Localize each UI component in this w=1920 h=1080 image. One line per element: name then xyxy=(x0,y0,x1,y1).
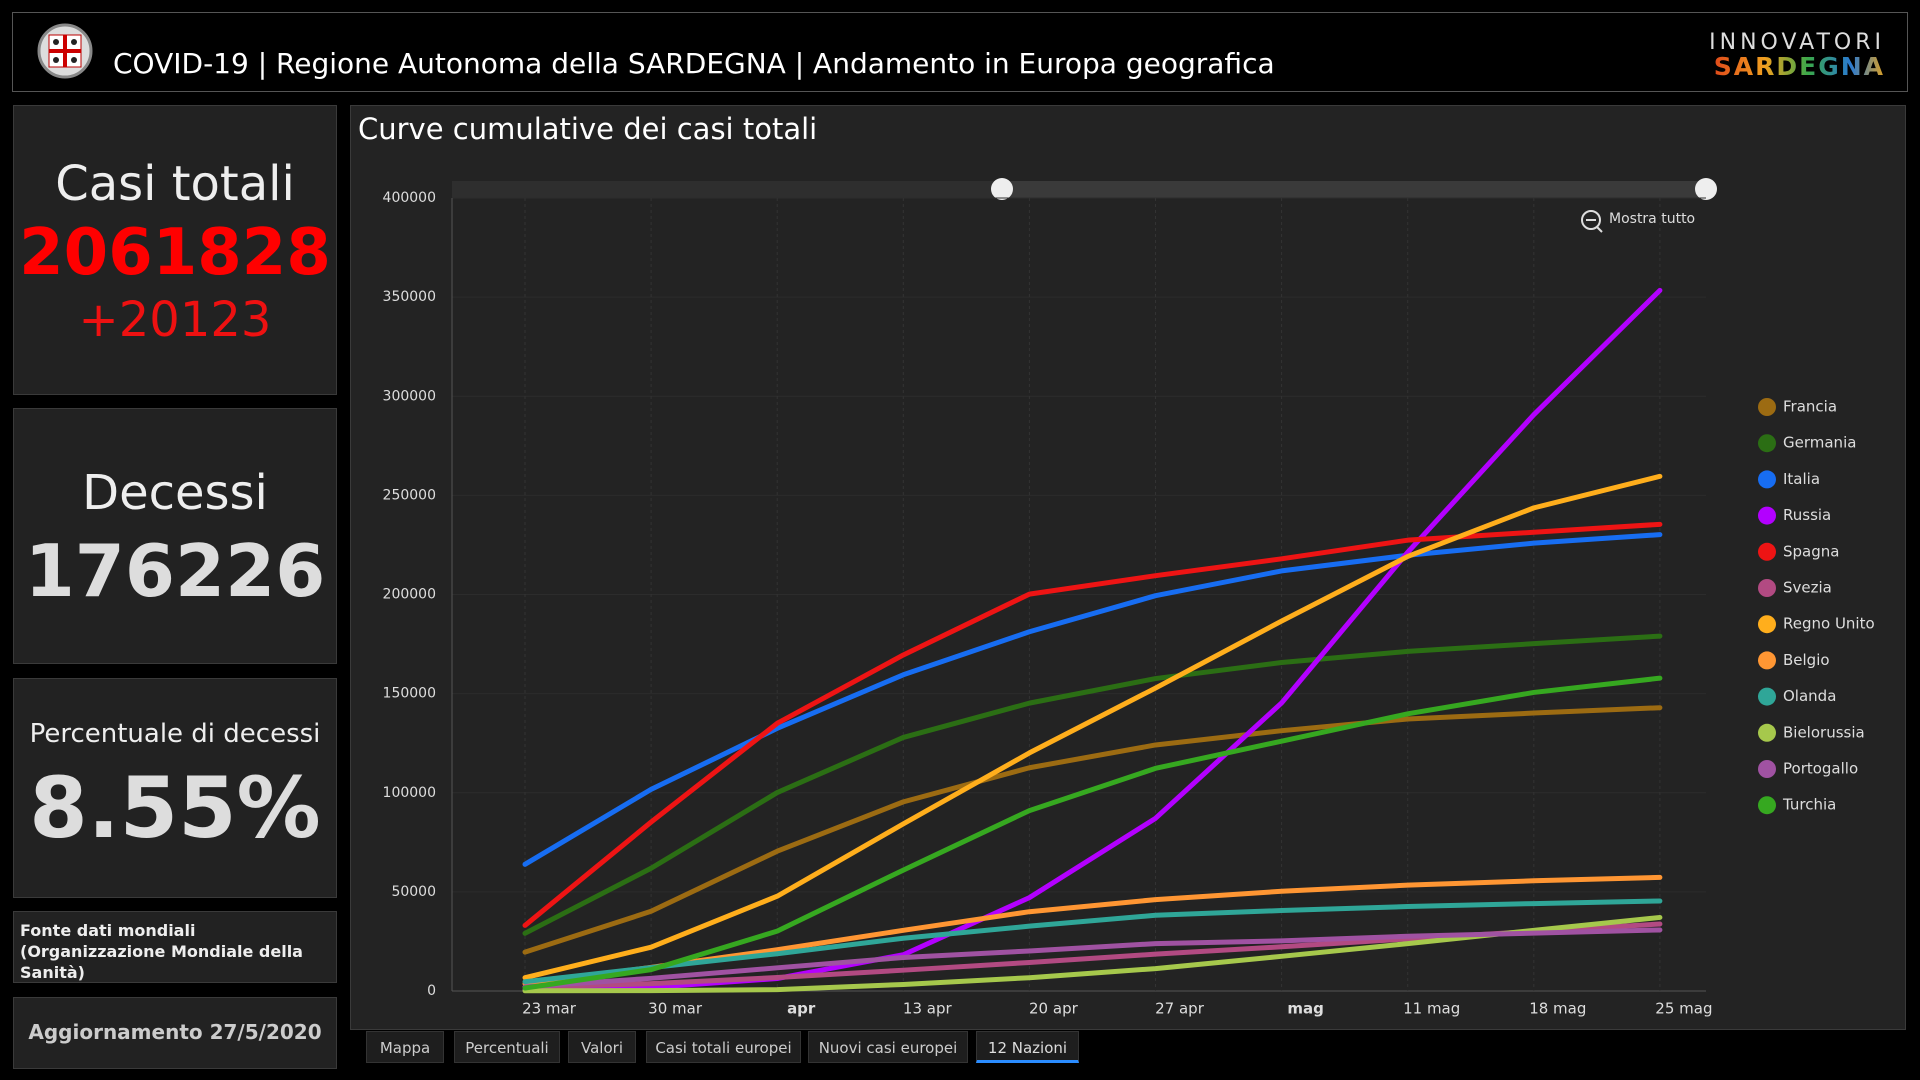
chart-title: Curve cumulative dei casi totali xyxy=(358,112,817,146)
x-tick-label: mag xyxy=(1287,1000,1324,1018)
x-tick-label: 20 apr xyxy=(1029,1000,1079,1018)
tab[interactable]: Percentuali xyxy=(454,1031,560,1063)
x-tick-label: 25 mag xyxy=(1655,1000,1712,1018)
series-line xyxy=(522,633,1663,936)
cases-change: +20123 xyxy=(78,292,272,348)
series-line xyxy=(522,521,1663,928)
x-tick-label: 30 mar xyxy=(648,1000,703,1018)
source-panel: Fonte dati mondiali (Organizzazione Mond… xyxy=(13,911,337,983)
legend-label: Belgio xyxy=(1783,651,1830,669)
deaths-panel: Decessi 176226 xyxy=(13,408,337,664)
y-tick-label: 100000 xyxy=(383,785,436,801)
cases-panel: Casi totali 2061828 +20123 xyxy=(13,105,337,395)
y-tick-label: 350000 xyxy=(383,289,436,305)
legend-marker xyxy=(1758,579,1776,597)
death-rate-value: 8.55% xyxy=(29,759,321,857)
logo-line1: INNOVATORI xyxy=(1709,30,1885,55)
series-line xyxy=(522,287,1663,993)
legend-label: Bielorussia xyxy=(1783,723,1865,741)
x-tick-label: 13 apr xyxy=(903,1000,953,1018)
tab[interactable]: Nuovi casi europei xyxy=(808,1031,968,1063)
series-line xyxy=(522,898,1663,985)
header-title: COVID-19 | Regione Autonoma della SARDEG… xyxy=(113,47,1275,80)
source-text: Fonte dati mondiali (Organizzazione Mond… xyxy=(20,921,303,982)
y-tick-label: 50000 xyxy=(391,884,436,900)
zoom-out-label[interactable]: Mostra tutto xyxy=(1609,211,1695,227)
legend-label: Svezia xyxy=(1783,579,1832,597)
death-rate-panel: Percentuale di decessi 8.55% xyxy=(13,678,337,898)
x-tick-label: apr xyxy=(787,1000,816,1018)
legend-label: Russia xyxy=(1783,506,1831,524)
x-tick-label: 18 mag xyxy=(1529,1000,1586,1018)
series-line xyxy=(522,705,1663,955)
legend-label: Regno Unito xyxy=(1783,615,1875,633)
legend-label: Turchia xyxy=(1782,796,1836,814)
y-tick-label: 0 xyxy=(427,983,436,999)
tab[interactable]: 12 Nazioni xyxy=(976,1031,1079,1063)
deaths-label: Decessi xyxy=(82,465,268,521)
y-tick-label: 150000 xyxy=(383,686,436,702)
tab[interactable]: Casi totali europei xyxy=(646,1031,801,1063)
scrollbar-handle[interactable] xyxy=(991,178,1013,200)
legend-label: Germania xyxy=(1783,434,1856,452)
x-tick-label: 23 mar xyxy=(522,1000,577,1018)
zoom-out-button[interactable]: Mostra tutto xyxy=(1581,210,1695,233)
scrollbar-handle[interactable] xyxy=(1695,178,1717,200)
legend-marker xyxy=(1758,615,1776,634)
legend-marker xyxy=(1758,687,1776,706)
series-line xyxy=(522,473,1663,981)
legend-marker xyxy=(1758,434,1776,453)
legend-label: Olanda xyxy=(1783,687,1836,705)
legend-marker xyxy=(1758,796,1776,815)
region-crest xyxy=(37,23,93,79)
y-tick-label: 300000 xyxy=(383,388,436,404)
cases-label: Casi totali xyxy=(55,156,295,212)
x-tick-label: 27 apr xyxy=(1155,1000,1205,1018)
scrollbar-thumb[interactable] xyxy=(1002,181,1706,198)
series-line xyxy=(522,532,1663,867)
series-line xyxy=(522,675,1663,991)
legend-label: Spagna xyxy=(1783,542,1839,560)
legend-marker xyxy=(1758,651,1776,670)
y-tick-label: 200000 xyxy=(383,587,436,603)
deaths-value: 176226 xyxy=(24,529,326,613)
legend-marker xyxy=(1758,506,1776,525)
update-panel: Aggiornamento 27/5/2020 xyxy=(13,997,337,1069)
y-tick-label: 400000 xyxy=(383,190,436,206)
legend-label: Portogallo xyxy=(1783,760,1858,778)
tab[interactable]: Valori xyxy=(568,1031,636,1063)
series-line xyxy=(522,927,1663,990)
legend-marker xyxy=(1758,760,1776,778)
header: COVID-19 | Regione Autonoma della SARDEG… xyxy=(12,12,1908,92)
logo-line2: SARDEGNA xyxy=(1714,52,1885,81)
legend-marker xyxy=(1758,542,1776,561)
legend-label: Francia xyxy=(1783,398,1837,416)
cases-value: 2061828 xyxy=(19,216,331,290)
legend-marker xyxy=(1758,470,1776,489)
tab[interactable]: Mappa xyxy=(366,1031,444,1063)
legend-marker xyxy=(1758,398,1776,416)
x-tick-label: 11 mag xyxy=(1403,1000,1460,1018)
logo: INNOVATORI SARDEGNA xyxy=(1709,30,1885,81)
death-rate-label: Percentuale di decessi xyxy=(29,719,321,749)
update-text: Aggiornamento 27/5/2020 xyxy=(28,1020,322,1044)
legend-label: Italia xyxy=(1783,470,1820,488)
legend-marker xyxy=(1758,723,1776,742)
y-tick-label: 250000 xyxy=(383,487,436,503)
